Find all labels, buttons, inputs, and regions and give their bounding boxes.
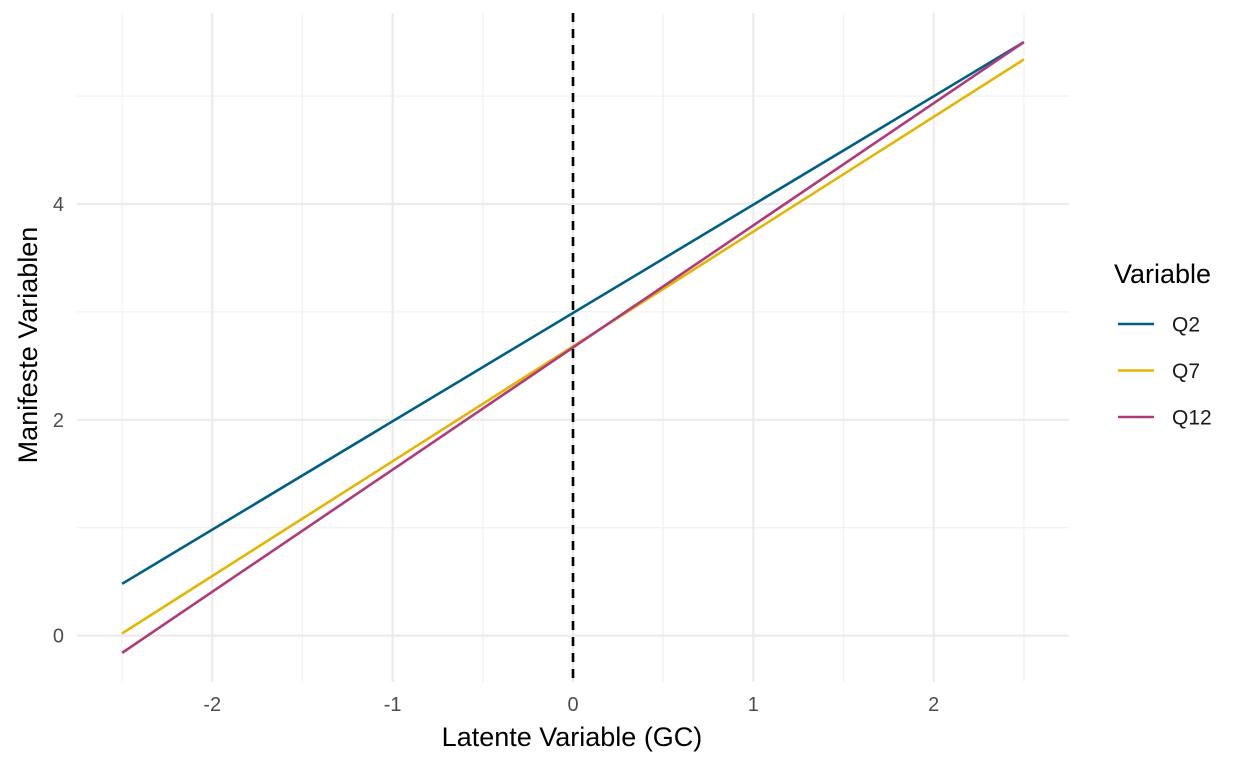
y-axis-ticks: 0 2 4	[53, 194, 64, 648]
x-tick-label: -2	[203, 694, 221, 716]
y-tick-label: 2	[53, 410, 64, 432]
legend-label-q12: Q12	[1172, 407, 1212, 430]
x-axis-ticks: -2 -1 0 1 2	[203, 694, 939, 716]
x-tick-label: 1	[748, 694, 759, 716]
series-line-q2	[121, 41, 1025, 585]
legend-label-q2: Q2	[1172, 314, 1200, 337]
series-line-q12	[121, 41, 1025, 654]
legend-item-q12: Q12	[1118, 407, 1212, 430]
legend: Variable Q2 Q7 Q12	[1114, 259, 1212, 430]
x-axis-title: Latente Variable (GC)	[442, 722, 703, 752]
legend-items: Q2 Q7 Q12	[1118, 314, 1212, 430]
grid	[77, 13, 1069, 682]
x-tick-label: 2	[928, 694, 939, 716]
y-tick-label: 0	[53, 626, 64, 648]
y-tick-label: 4	[53, 194, 64, 216]
y-axis-title: Manifeste Variablen	[13, 227, 43, 464]
x-tick-label: -1	[384, 694, 402, 716]
x-tick-label: 0	[567, 694, 578, 716]
legend-title: Variable	[1114, 259, 1211, 289]
legend-label-q7: Q7	[1172, 360, 1200, 383]
legend-item-q2: Q2	[1118, 314, 1200, 337]
series-lines	[121, 41, 1025, 654]
legend-item-q7: Q7	[1118, 360, 1200, 383]
